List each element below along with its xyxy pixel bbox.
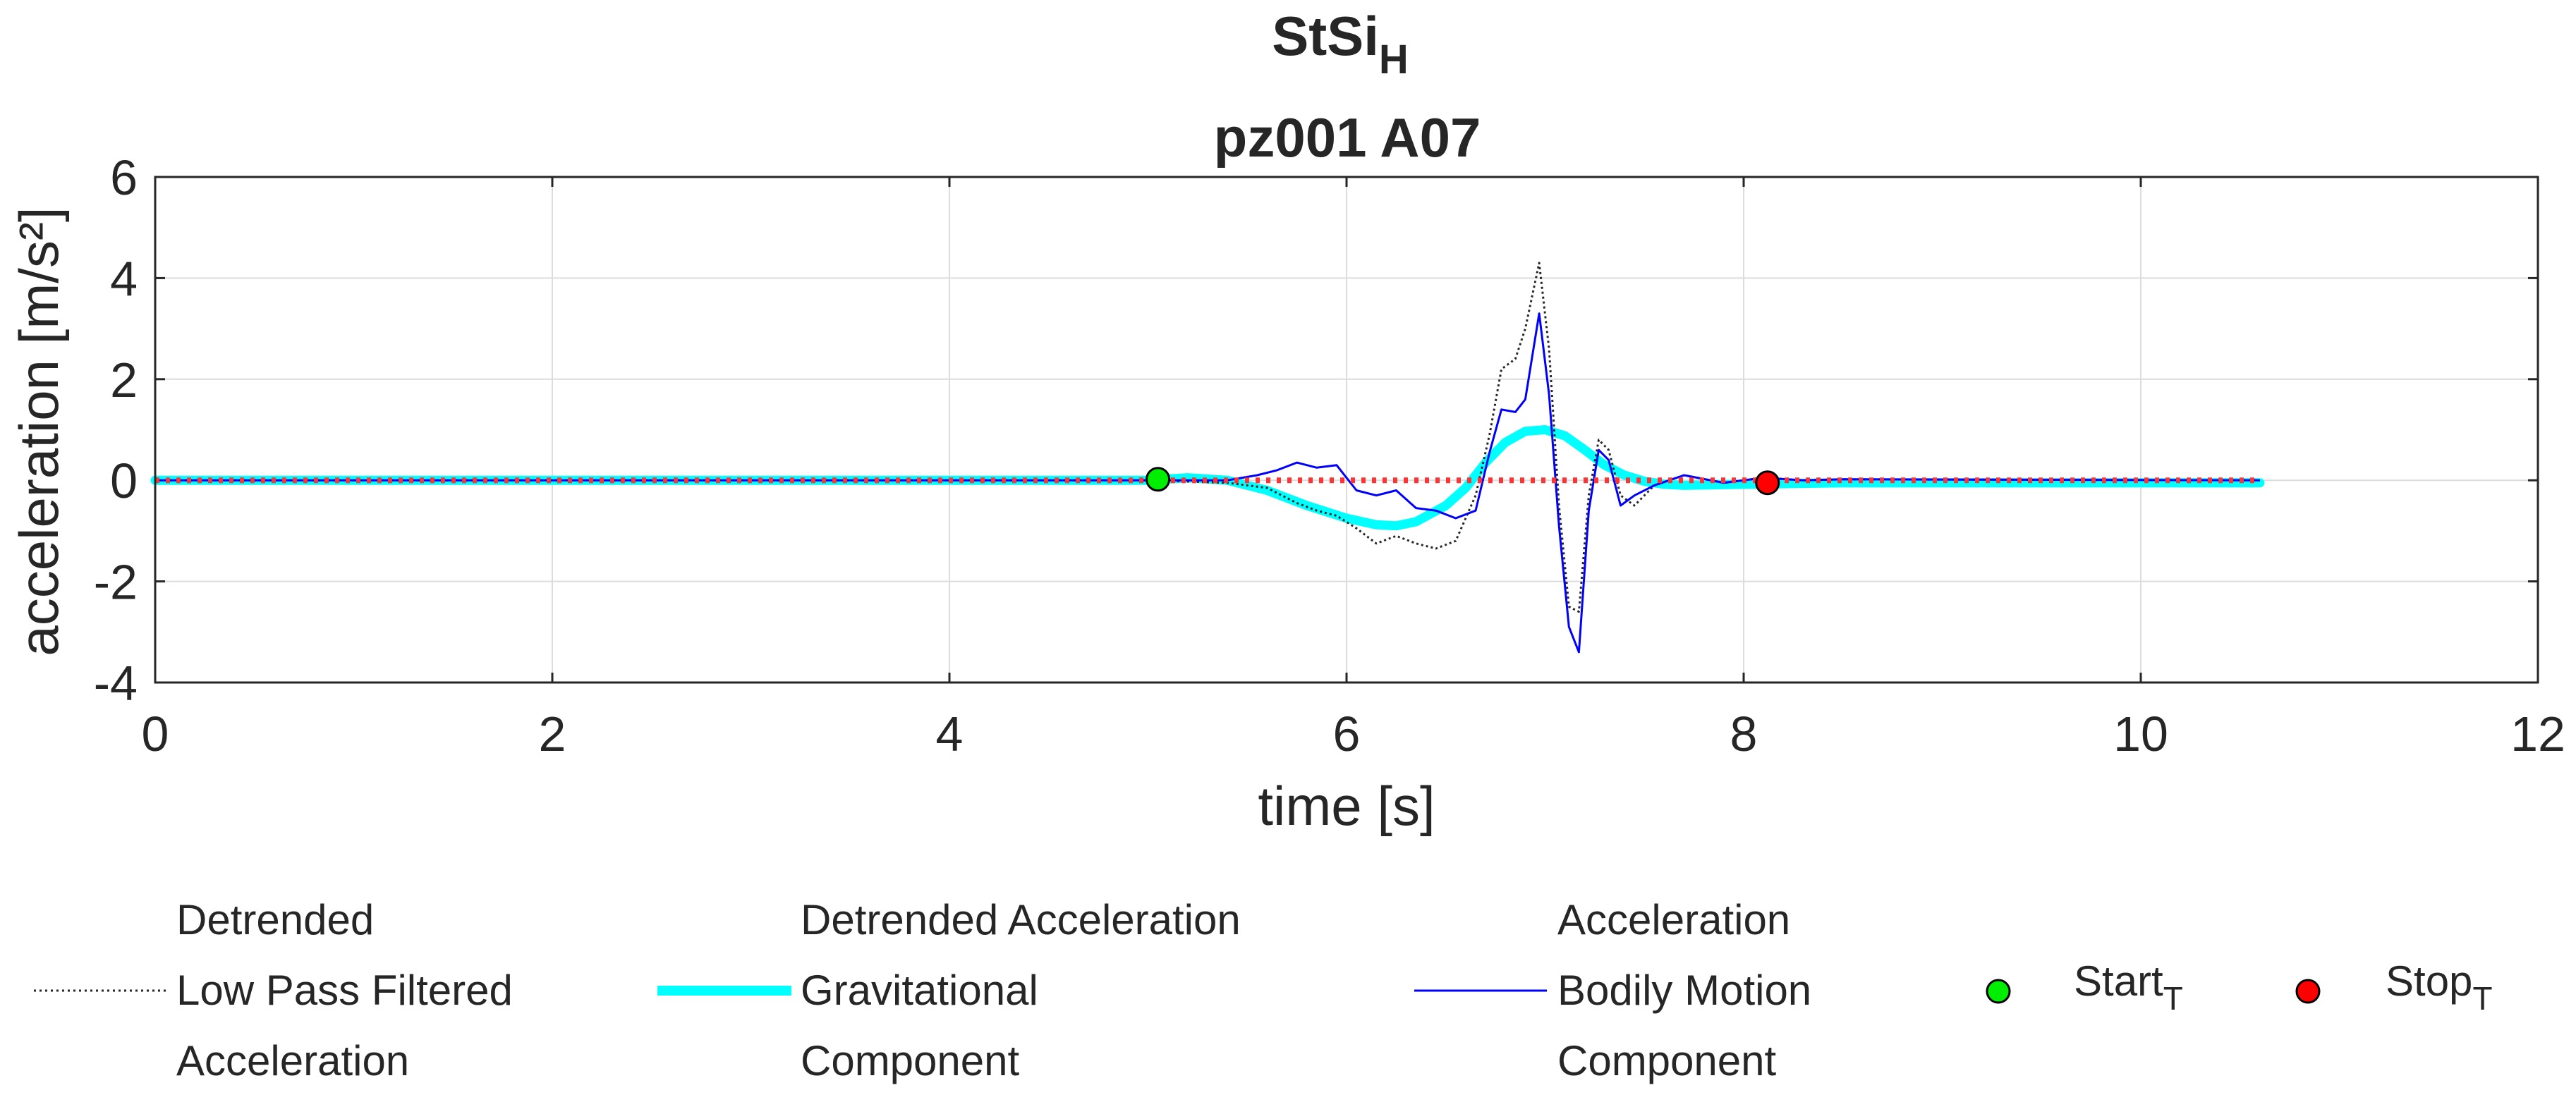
legend-swatch-start [1986,979,2011,1004]
legend-stop-subscript: T [2472,980,2492,1017]
legend: Detrended Low Pass Filtered Acceleration… [34,896,2493,1084]
legend-item-stop: StopT [2295,957,2493,1017]
grid [154,176,2539,684]
y-tick-label: 0 [110,453,138,508]
legend-item-bodily: Acceleration Bodily Motion Component [1414,896,1811,1084]
x-tick-label: 4 [936,706,964,761]
series-line-2 [155,312,2260,654]
x-tick-label: 6 [1333,706,1361,761]
legend-swatch-stop [2295,979,2321,1004]
legend-label-lowpass-3: Acceleration [176,1037,409,1084]
chart-title: StSiH [1272,5,1409,82]
plot-area [150,176,2539,684]
legend-label-lowpass-1: Detrended [176,896,374,943]
x-tick-label: 2 [539,706,566,761]
marker-start [1146,467,1171,492]
legend-stop-main: Stop [2386,957,2472,1005]
legend-start-main: Start [2074,957,2163,1005]
x-tick-labels: 0 2 4 6 8 10 12 [142,706,2565,761]
y-tick-label: -4 [94,656,138,711]
plot-frame [154,176,2539,684]
legend-start-subscript: T [2163,980,2183,1017]
y-tick-label: 6 [110,150,138,205]
marker-stop [1755,470,1780,496]
legend-label-gravitational-2: Gravitational [801,967,1038,1014]
y-axis-label: acceleration [m/s²] [8,207,70,656]
y-tick-label: -2 [94,555,138,610]
legend-label-gravitational-1: Detrended Acceleration [801,896,1241,943]
legend-label-bodily-2: Bodily Motion [1557,967,1811,1014]
y-tick-label: 4 [110,251,138,306]
legend-label-bodily-1: Acceleration [1557,896,1790,943]
legend-label-gravitational-3: Component [801,1037,1020,1084]
x-tick-label: 8 [1730,706,1758,761]
chart-title-main: StSi [1272,5,1379,67]
legend-label-bodily-3: Component [1557,1037,1777,1084]
x-tick-label: 10 [2113,706,2168,761]
y-tick-labels: -4 -2 0 2 4 6 [94,150,138,711]
legend-label-start: StartT [2074,957,2183,1017]
series-layer [150,262,2265,654]
x-tick-label: 0 [142,706,169,761]
x-axis-label: time [s] [1258,775,1435,837]
legend-label-lowpass-2: Low Pass Filtered [176,967,513,1014]
chart-subtitle: pz001 A07 [1214,106,1481,169]
x-tick-label: 12 [2510,706,2565,761]
marker-layer [1146,467,1780,496]
y-tick-label: 2 [110,353,138,408]
chart-title-subscript: H [1379,37,1409,82]
legend-item-gravitational: Detrended Acceleration Gravitational Com… [657,896,1241,1084]
legend-item-start: StartT [1986,957,2183,1017]
legend-label-stop: StopT [2386,957,2493,1017]
legend-item-lowpass: Detrended Low Pass Filtered Acceleration [34,896,513,1084]
